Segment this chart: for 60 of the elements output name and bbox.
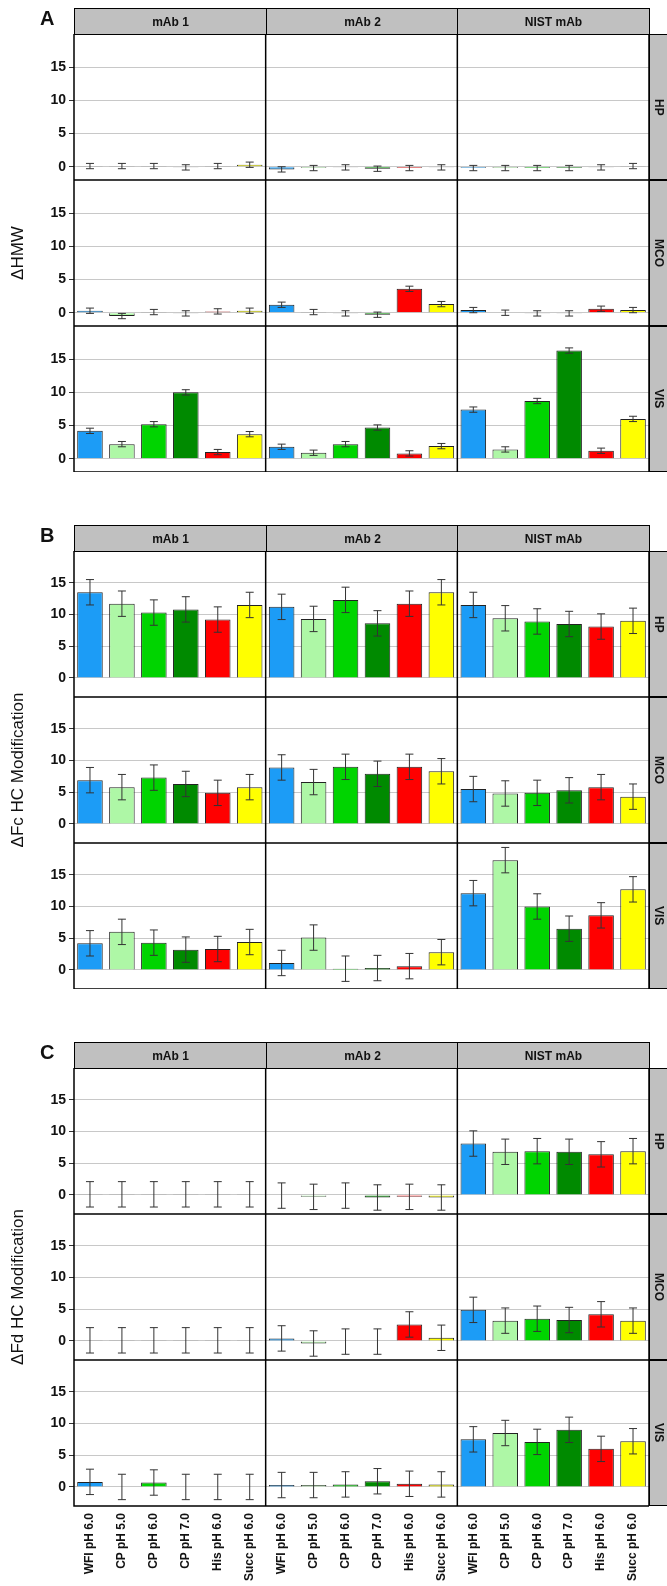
y-tick-label: 5 bbox=[58, 637, 67, 654]
y-tick-label: 10 bbox=[50, 237, 67, 254]
chart-title: A bbox=[40, 7, 55, 30]
x-tick-label: Succ pH 6.0 bbox=[625, 1512, 640, 1582]
y-tick-label: 0 bbox=[58, 960, 67, 977]
y-tick-label: 15 bbox=[50, 204, 67, 221]
y-tick-label: 0 bbox=[58, 668, 67, 685]
y-tick-label: 15 bbox=[50, 865, 67, 882]
x-tick-label: Succ pH 6.0 bbox=[242, 1512, 257, 1582]
x-tick-label: CP pH 6.0 bbox=[529, 1512, 544, 1569]
y-tick-label: 0 bbox=[58, 1477, 67, 1494]
y-tick-label: 5 bbox=[58, 124, 67, 141]
y-tick-label: 10 bbox=[50, 1414, 67, 1431]
x-tick-label: His pH 6.0 bbox=[401, 1512, 416, 1572]
y-axis-title: ΔHMW bbox=[8, 226, 28, 280]
y-axis-title: ΔFd HC Modification bbox=[8, 1209, 28, 1365]
y-tick-label: 10 bbox=[50, 751, 67, 768]
y-tick-label: 0 bbox=[58, 303, 67, 320]
y-tick-label: 5 bbox=[58, 1446, 67, 1463]
y-tick-label: 10 bbox=[50, 897, 67, 914]
x-tick-label: WFI pH 6.0 bbox=[273, 1512, 288, 1575]
y-tick-label: 15 bbox=[50, 573, 67, 590]
y-tick-label: 5 bbox=[58, 1300, 67, 1317]
x-tick-label: His pH 6.0 bbox=[593, 1512, 608, 1572]
y-tick-label: 0 bbox=[58, 449, 67, 466]
y-tick-label: 15 bbox=[50, 1090, 67, 1107]
y-tick-label: 10 bbox=[50, 383, 67, 400]
x-tick-label: WFI pH 6.0 bbox=[82, 1512, 97, 1575]
y-tick-label: 5 bbox=[58, 783, 67, 800]
y-tick-label: 15 bbox=[50, 1382, 67, 1399]
y-tick-label: 10 bbox=[50, 1268, 67, 1285]
x-tick-label: WFI pH 6.0 bbox=[465, 1512, 480, 1575]
y-tick-label: 15 bbox=[50, 58, 67, 75]
y-tick-label: 0 bbox=[58, 157, 67, 174]
y-tick-label: 0 bbox=[58, 814, 67, 831]
x-tick-label: CP pH 7.0 bbox=[369, 1512, 384, 1569]
y-tick-label: 10 bbox=[50, 1122, 67, 1139]
chart-title: C bbox=[40, 1041, 55, 1064]
x-tick-label: CP pH 5.0 bbox=[114, 1512, 129, 1569]
x-tick-label: Succ pH 6.0 bbox=[433, 1512, 448, 1582]
y-tick-label: 10 bbox=[50, 605, 67, 622]
y-tick-label: 5 bbox=[58, 270, 67, 287]
y-tick-label: 5 bbox=[58, 929, 67, 946]
y-tick-label: 10 bbox=[50, 91, 67, 108]
y-tick-label: 0 bbox=[58, 1185, 67, 1202]
y-tick-label: 15 bbox=[50, 350, 67, 367]
x-tick-label: CP pH 7.0 bbox=[561, 1512, 576, 1569]
y-tick-label: 15 bbox=[50, 1236, 67, 1253]
x-tick-label: CP pH 6.0 bbox=[337, 1512, 352, 1569]
x-tick-label: CP pH 5.0 bbox=[305, 1512, 320, 1569]
chart-title: B bbox=[40, 524, 55, 547]
x-tick-label: CP pH 6.0 bbox=[146, 1512, 161, 1569]
y-axis-title: ΔFc HC Modification bbox=[8, 692, 28, 848]
x-tick-label: His pH 6.0 bbox=[210, 1512, 225, 1572]
y-tick-label: 0 bbox=[58, 1331, 67, 1348]
y-tick-label: 15 bbox=[50, 719, 67, 736]
x-tick-label: CP pH 5.0 bbox=[497, 1512, 512, 1569]
x-tick-label: CP pH 7.0 bbox=[178, 1512, 193, 1569]
y-tick-label: 5 bbox=[58, 1154, 67, 1171]
y-tick-label: 5 bbox=[58, 416, 67, 433]
